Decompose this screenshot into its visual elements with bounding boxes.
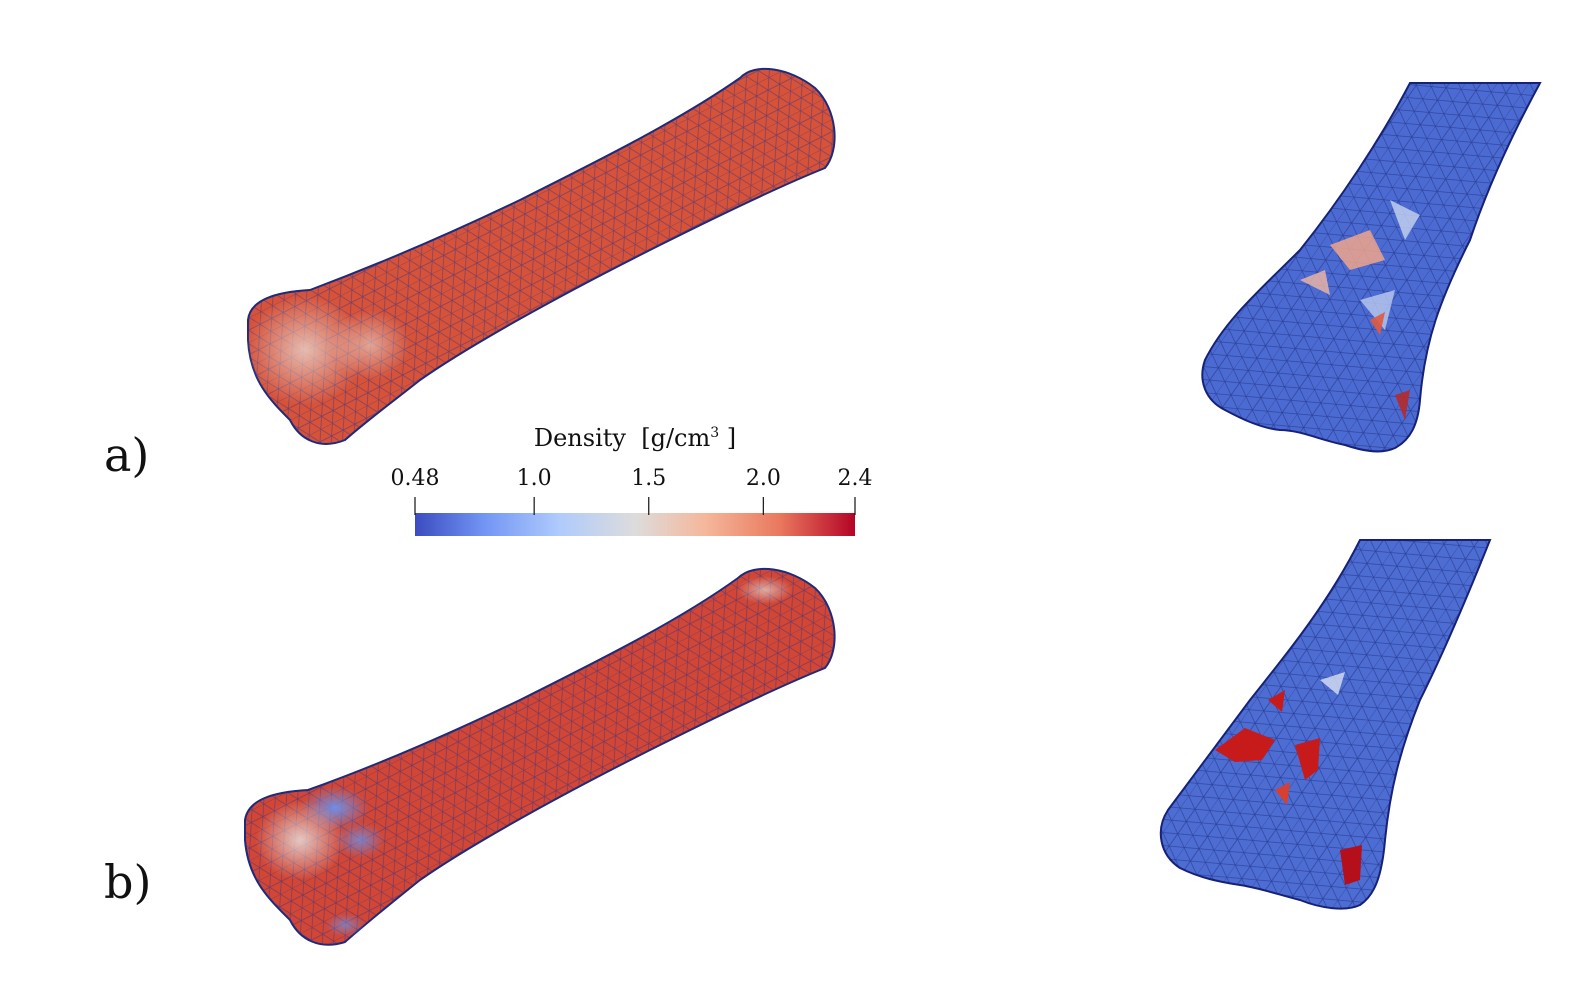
panel-label-a: a) xyxy=(104,428,150,482)
colorbar-unit: [g/cm3 ] xyxy=(641,424,736,452)
colorbar-gradient xyxy=(415,513,855,536)
colorbar-tick-label: 2.0 xyxy=(745,466,781,491)
colorbar-title-text: Density xyxy=(533,424,626,452)
colorbar-tick-label: 1.5 xyxy=(631,466,667,491)
colorbar xyxy=(414,497,856,536)
colorbar-ticks xyxy=(414,497,856,515)
bone-closeup-view-b xyxy=(1159,539,1492,910)
colorbar-title: Density [g/cm3 ] xyxy=(415,424,855,452)
bone-full-view-b xyxy=(244,567,836,946)
colorbar-unit-open: [g/cm xyxy=(641,424,711,452)
panel-label-b: b) xyxy=(104,855,152,909)
bone-full-view-a xyxy=(245,67,836,445)
colorbar-tick-label: 1.0 xyxy=(516,466,552,491)
colorbar-unit-exponent: 3 xyxy=(710,425,720,441)
bone-closeup-view-a xyxy=(1201,82,1542,453)
colorbar-tick-label: 2.4 xyxy=(837,466,873,491)
colorbar-unit-close: ] xyxy=(719,424,737,452)
colorbar-tick-label: 0.48 xyxy=(390,466,440,491)
